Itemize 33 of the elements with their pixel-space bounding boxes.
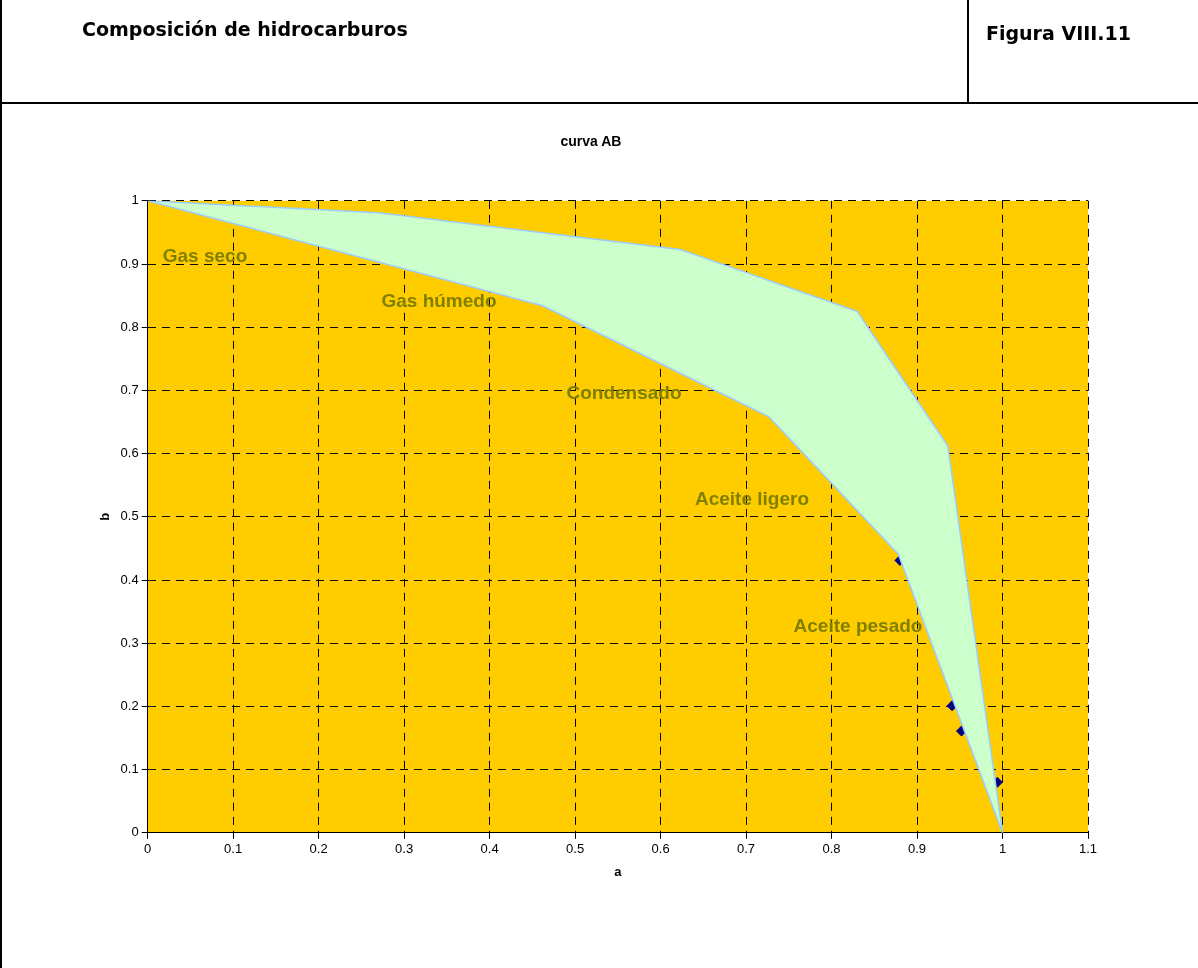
text: Figura VIII.11 <box>986 22 1131 44</box>
annotation: Aceite ligero <box>694 488 810 510</box>
y-tick-label: 0.8 <box>120 318 139 334</box>
y-tick-label: 0.7 <box>120 381 139 397</box>
text: Composición de hidrocarburos <box>82 18 408 40</box>
annotation: Gas seco <box>162 245 248 267</box>
chart-title: curva AB <box>560 133 622 150</box>
x-tick-label: 0.1 <box>224 841 243 857</box>
x-tick-label: 0.7 <box>737 841 756 857</box>
y-tick-label: 0 <box>131 824 139 840</box>
annotation: Gas húmedo <box>381 290 497 312</box>
x-tick-label: 0.5 <box>566 841 585 857</box>
x-axis-title: a <box>614 863 623 879</box>
x-tick-label: 1 <box>998 841 1007 857</box>
y-tick-label: 0.6 <box>120 445 139 461</box>
x-tick-label: 0.3 <box>395 841 414 857</box>
x-tick-label: 1.1 <box>1078 841 1098 857</box>
x-tick-label: 0.6 <box>651 841 670 857</box>
x-tick-label: 0 <box>144 841 152 857</box>
y-tick-label: 0.4 <box>120 571 139 587</box>
x-tick-label: 0.9 <box>907 841 927 857</box>
x-tick-label: 0.2 <box>309 841 328 857</box>
x-tick-label: 0.8 <box>822 841 841 857</box>
y-tick-label: 0.9 <box>120 255 139 271</box>
y-tick-label: 1 <box>131 192 139 208</box>
x-tick-label: 0.4 <box>480 841 499 857</box>
annotation: Condensado <box>566 382 682 404</box>
y-tick-label: 0.1 <box>120 761 139 777</box>
y-axis-title: b <box>97 512 113 521</box>
annotation: Aceite pesado <box>793 615 923 637</box>
y-tick-label: 0.2 <box>120 697 139 713</box>
y-tick-label: 0.5 <box>120 508 139 524</box>
y-tick-label: 0.3 <box>120 634 139 650</box>
